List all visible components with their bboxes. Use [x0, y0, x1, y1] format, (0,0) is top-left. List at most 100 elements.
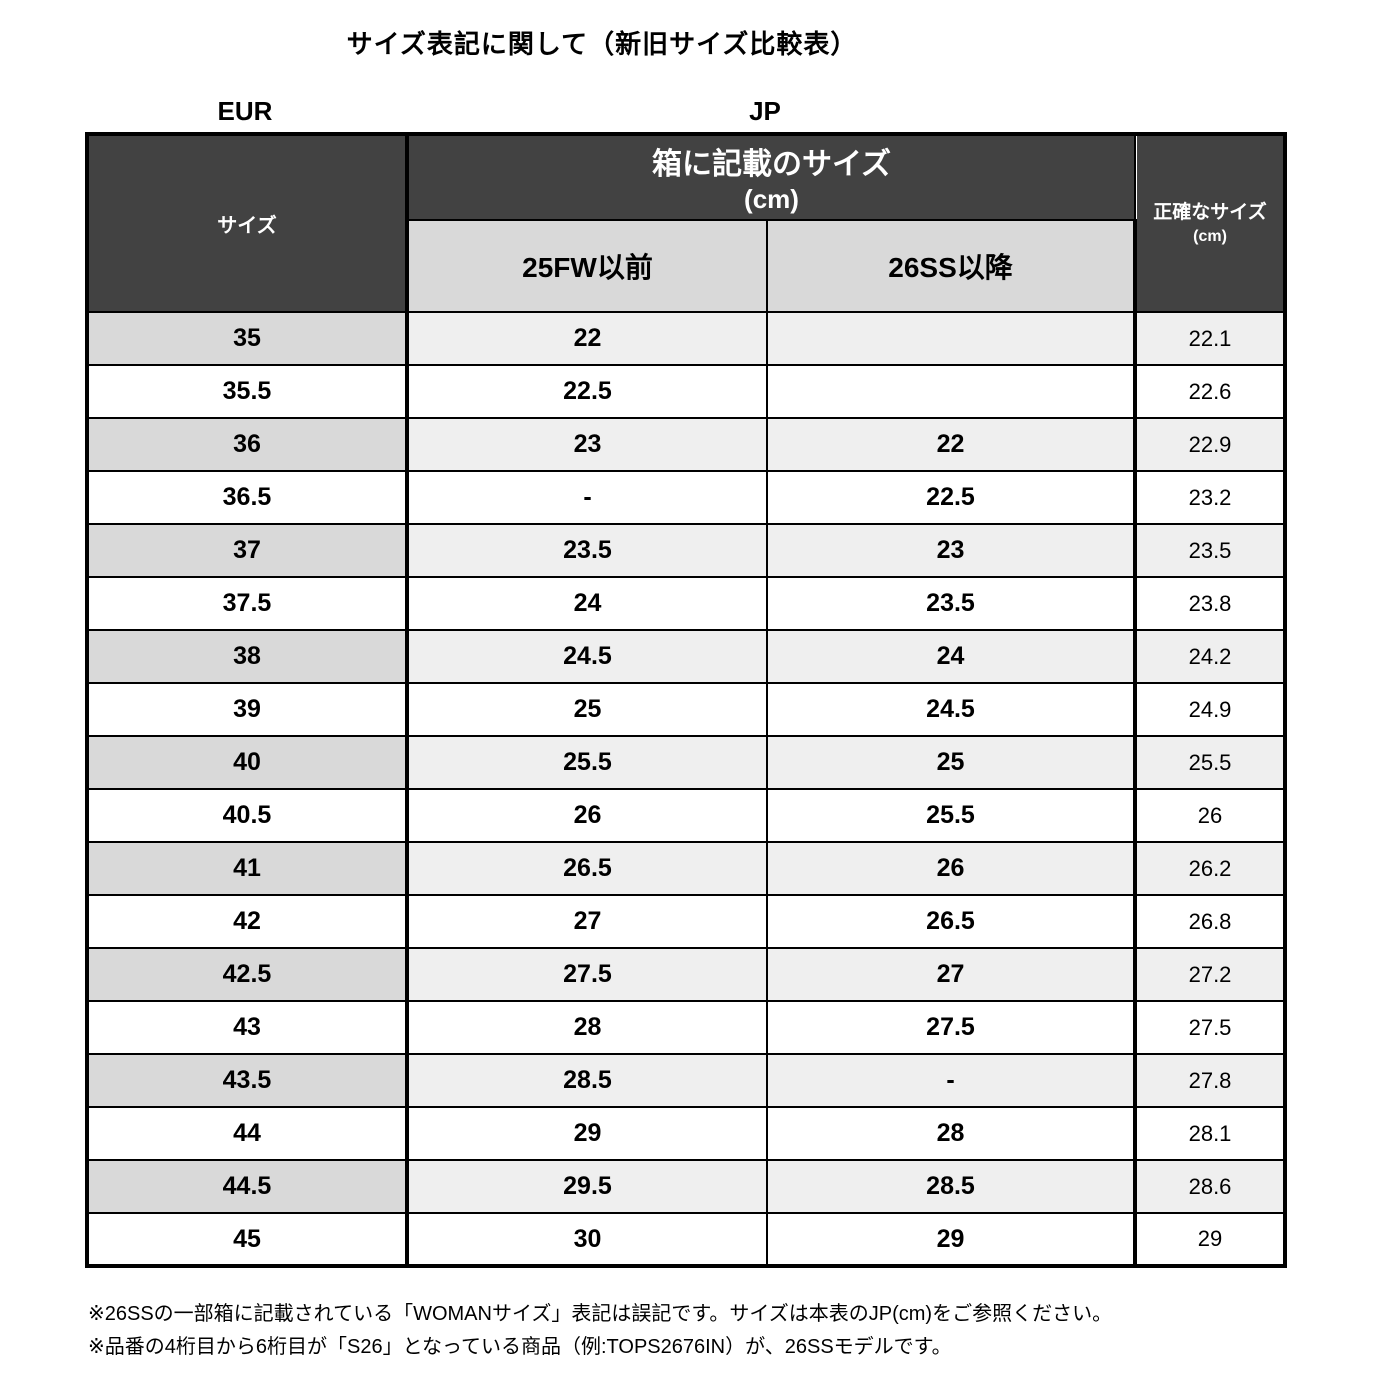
eur-size-cell: 44.5 — [86, 1159, 409, 1214]
table-row: 42.5 27.5 27 27.2 — [86, 947, 1287, 1002]
eur-size-cell: 42 — [86, 894, 409, 949]
region-label-jp: JP — [749, 96, 781, 126]
table-row: 35 22 22.1 — [86, 311, 1287, 366]
eur-size-cell: 44 — [86, 1106, 409, 1161]
page-title: サイズ表記に関して（新旧サイズ比較表） — [346, 29, 858, 59]
header-box-size-line2: (cm) — [744, 184, 799, 214]
size-25fw-cell: 25 — [406, 682, 768, 737]
header-26ss: 26SS以降 — [765, 219, 1138, 313]
eur-size-cell: 42.5 — [86, 947, 409, 1002]
size-25fw-cell: 29 — [406, 1106, 768, 1161]
exact-size-cell: 22.9 — [1134, 417, 1287, 472]
size-26ss-cell — [765, 364, 1138, 419]
table-row: 37.5 24 23.5 23.8 — [86, 576, 1287, 631]
size-26ss-cell: 27 — [765, 947, 1138, 1002]
size-26ss-cell: 23.5 — [765, 576, 1138, 631]
size-26ss-cell: - — [765, 1053, 1138, 1108]
exact-size-cell: 27.5 — [1134, 1000, 1287, 1055]
size-comparison-table: サイズ 箱に記載のサイズ (cm) 正確なサイズ (cm) 25FW以前 26S… — [85, 132, 1288, 1268]
table-row: 39 25 24.5 24.9 — [86, 682, 1287, 737]
size-25fw-cell: 24.5 — [406, 629, 768, 684]
size-26ss-cell: 28.5 — [765, 1159, 1138, 1214]
table-row: 36.5 - 22.5 23.2 — [86, 470, 1287, 525]
exact-size-cell: 29 — [1134, 1212, 1287, 1267]
size-25fw-cell: 23.5 — [406, 523, 768, 578]
table-row: 41 26.5 26 26.2 — [86, 841, 1287, 896]
eur-size-cell: 45 — [86, 1212, 409, 1267]
exact-size-cell: 28.1 — [1134, 1106, 1287, 1161]
size-25fw-cell: 30 — [406, 1212, 768, 1267]
size-26ss-cell: 22.5 — [765, 470, 1138, 525]
table-row: 45 30 29 29 — [86, 1212, 1287, 1267]
table-row: 35.5 22.5 22.6 — [86, 364, 1287, 419]
size-25fw-cell: 26 — [406, 788, 768, 843]
size-26ss-cell — [765, 311, 1138, 366]
size-25fw-cell: 29.5 — [406, 1159, 768, 1214]
size-26ss-cell: 25 — [765, 735, 1138, 790]
eur-size-cell: 41 — [86, 841, 409, 896]
eur-size-cell: 43.5 — [86, 1053, 409, 1108]
exact-size-cell: 23.5 — [1134, 523, 1287, 578]
size-25fw-cell: 24 — [406, 576, 768, 631]
size-26ss-cell: 24.5 — [765, 682, 1138, 737]
eur-size-cell: 38 — [86, 629, 409, 684]
eur-size-cell: 35 — [86, 311, 409, 366]
size-26ss-cell: 24 — [765, 629, 1138, 684]
exact-size-cell: 28.6 — [1134, 1159, 1287, 1214]
eur-size-cell: 37.5 — [86, 576, 409, 631]
footnotes: ※26SSの一部箱に記載されている「WOMANサイズ」表記は誤記です。サイズは本… — [88, 1298, 1112, 1364]
table-row: 43.5 28.5 - 27.8 — [86, 1053, 1287, 1108]
table-row: 40.5 26 25.5 26 — [86, 788, 1287, 843]
region-label-eur: EUR — [217, 96, 273, 126]
size-25fw-cell: 23 — [406, 417, 768, 472]
size-26ss-cell: 22 — [765, 417, 1138, 472]
footnote-woman-size: ※26SSの一部箱に記載されている「WOMANサイズ」表記は誤記です。サイズは本… — [88, 1303, 1113, 1325]
size-25fw-cell: 27 — [406, 894, 768, 949]
table-body: 35 22 22.1 35.5 22.5 22.6 36 23 22 22.9 … — [86, 311, 1287, 1267]
eur-size-cell: 40 — [86, 735, 409, 790]
table-header: サイズ 箱に記載のサイズ (cm) 正確なサイズ (cm) 25FW以前 26S… — [86, 133, 1287, 313]
size-25fw-cell: 26.5 — [406, 841, 768, 896]
table-row: 44.5 29.5 28.5 28.6 — [86, 1159, 1287, 1214]
exact-size-cell: 23.8 — [1134, 576, 1287, 631]
header-exact-size: 正確なサイズ (cm) — [1134, 133, 1287, 313]
exact-size-cell: 26.8 — [1134, 894, 1287, 949]
eur-size-cell: 37 — [86, 523, 409, 578]
header-box-size-line1: 箱に記載のサイズ — [651, 147, 892, 181]
exact-size-cell: 22.1 — [1134, 311, 1287, 366]
exact-size-cell: 25.5 — [1134, 735, 1287, 790]
table-row: 43 28 27.5 27.5 — [86, 1000, 1287, 1055]
size-26ss-cell: 26 — [765, 841, 1138, 896]
size-26ss-cell: 25.5 — [765, 788, 1138, 843]
exact-size-cell: 24.9 — [1134, 682, 1287, 737]
header-box-size: 箱に記載のサイズ (cm) — [405, 133, 1137, 221]
header-exact-size-line1: 正確なサイズ — [1153, 201, 1267, 223]
table-row: 38 24.5 24 24.2 — [86, 629, 1287, 684]
table-row: 37 23.5 23 23.5 — [86, 523, 1287, 578]
eur-size-cell: 40.5 — [86, 788, 409, 843]
eur-size-cell: 39 — [86, 682, 409, 737]
size-25fw-cell: - — [406, 470, 768, 525]
size-26ss-cell: 23 — [765, 523, 1138, 578]
size-25fw-cell: 25.5 — [406, 735, 768, 790]
header-25fw: 25FW以前 — [406, 219, 768, 313]
exact-size-cell: 26 — [1134, 788, 1287, 843]
footnote-product-code: ※品番の4桁目から6桁目が「S26」となっている商品（例:TOPS2676IN）… — [88, 1336, 952, 1358]
eur-size-cell: 35.5 — [86, 364, 409, 419]
size-25fw-cell: 27.5 — [406, 947, 768, 1002]
eur-size-cell: 36 — [86, 417, 409, 472]
size-26ss-cell: 29 — [765, 1212, 1138, 1267]
exact-size-cell: 24.2 — [1134, 629, 1287, 684]
exact-size-cell: 23.2 — [1134, 470, 1287, 525]
exact-size-cell: 27.2 — [1134, 947, 1287, 1002]
eur-size-cell: 43 — [86, 1000, 409, 1055]
exact-size-cell: 27.8 — [1134, 1053, 1287, 1108]
size-25fw-cell: 22 — [406, 311, 768, 366]
table-row: 36 23 22 22.9 — [86, 417, 1287, 472]
size-25fw-cell: 28 — [406, 1000, 768, 1055]
size-26ss-cell: 28 — [765, 1106, 1138, 1161]
table-row: 44 29 28 28.1 — [86, 1106, 1287, 1161]
eur-size-cell: 36.5 — [86, 470, 409, 525]
exact-size-cell: 22.6 — [1134, 364, 1287, 419]
size-25fw-cell: 28.5 — [406, 1053, 768, 1108]
